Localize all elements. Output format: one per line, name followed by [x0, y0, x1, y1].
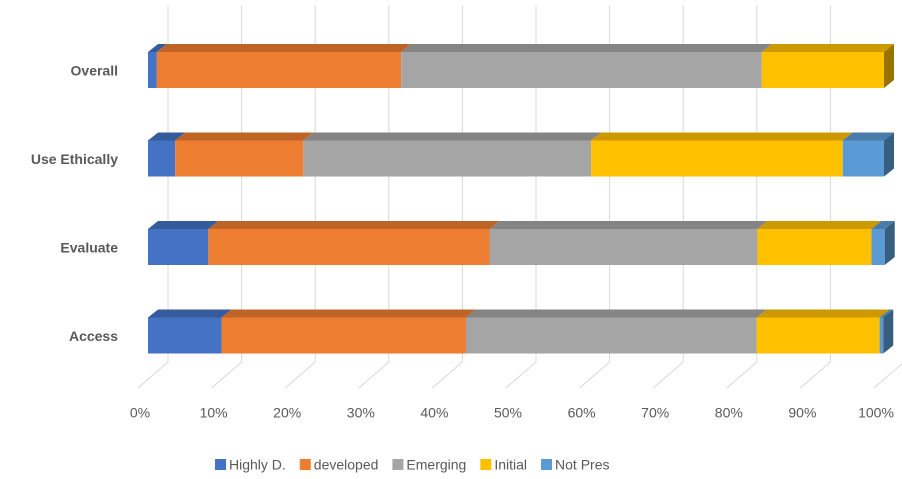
- grid-line: [652, 361, 684, 389]
- bar: [208, 229, 490, 265]
- x-tick-label: 20%: [273, 405, 301, 421]
- legend-label: Emerging: [406, 457, 466, 473]
- legend-swatch: [299, 459, 311, 470]
- legend-label: Not Pres: [555, 457, 609, 473]
- x-tick-label: 60%: [568, 405, 596, 421]
- bar-top: [156, 44, 412, 52]
- grid-line: [800, 361, 831, 389]
- x-tick-label: 40%: [420, 405, 448, 421]
- bar: [842, 140, 884, 177]
- x-tick-label: 80%: [715, 405, 743, 421]
- grid-line: [579, 361, 610, 389]
- x-tick-label: 90%: [788, 405, 816, 421]
- bar: [761, 52, 884, 88]
- bar-top: [148, 309, 232, 318]
- legend-label: developed: [314, 457, 379, 473]
- bar: [465, 317, 757, 354]
- x-tick-label: 50%: [494, 405, 522, 421]
- legend-label: Initial: [494, 457, 527, 473]
- x-tick-label: 30%: [347, 405, 375, 421]
- bar-side: [883, 309, 894, 354]
- bar-top: [591, 132, 853, 141]
- legend-swatch: [480, 459, 492, 470]
- x-tick-label: 0%: [130, 405, 150, 421]
- bar-top: [175, 132, 314, 141]
- bar: [489, 229, 758, 265]
- bar-top: [757, 221, 882, 229]
- grid-line: [432, 361, 463, 389]
- bar: [148, 52, 157, 88]
- legend-swatch: [541, 459, 553, 470]
- bar: [591, 140, 843, 177]
- legend-swatch: [392, 459, 404, 470]
- bar-top: [465, 309, 767, 318]
- bar: [175, 140, 304, 177]
- bar: [303, 140, 592, 177]
- grid-line: [358, 361, 390, 389]
- bar-top: [148, 44, 167, 52]
- bar-top: [842, 132, 894, 141]
- legend-label: Highly D.: [229, 457, 286, 473]
- y-tick-label: Access: [69, 328, 118, 344]
- bar-top: [489, 221, 768, 229]
- bar: [221, 317, 466, 354]
- grid-line: [873, 363, 902, 389]
- x-tick-label: 70%: [641, 405, 669, 421]
- bar: [148, 317, 222, 354]
- bar-top: [148, 132, 186, 141]
- bar: [879, 317, 884, 354]
- y-tick-label: Evaluate: [60, 240, 118, 256]
- bar: [871, 229, 885, 265]
- legend-swatch: [215, 459, 226, 470]
- bar-top: [871, 221, 895, 229]
- bar-top: [879, 309, 894, 318]
- bar-top: [208, 221, 500, 229]
- bar-top: [401, 44, 772, 52]
- grid-line: [284, 361, 316, 389]
- bar-side: [884, 221, 895, 265]
- x-tick-label: 10%: [200, 405, 228, 421]
- bar-top: [756, 309, 890, 318]
- bar: [757, 229, 872, 265]
- bar-top: [221, 309, 476, 318]
- y-tick-label: Use Ethically: [31, 151, 118, 167]
- x-tick-label: 100%: [858, 405, 894, 421]
- grid-line: [137, 361, 169, 389]
- bar: [756, 317, 880, 354]
- bar-top: [761, 44, 894, 52]
- bar-side: [884, 44, 894, 88]
- bar: [156, 52, 402, 88]
- y-tick-label: Overall: [71, 63, 118, 79]
- bar-top: [303, 132, 602, 141]
- bar: [148, 229, 209, 265]
- bar: [148, 140, 176, 177]
- grid-line: [726, 361, 758, 389]
- grid-line: [211, 361, 242, 389]
- grid-line: [505, 361, 537, 389]
- bar: [401, 52, 762, 88]
- bar-side: [884, 132, 894, 177]
- bar-top: [148, 221, 219, 229]
